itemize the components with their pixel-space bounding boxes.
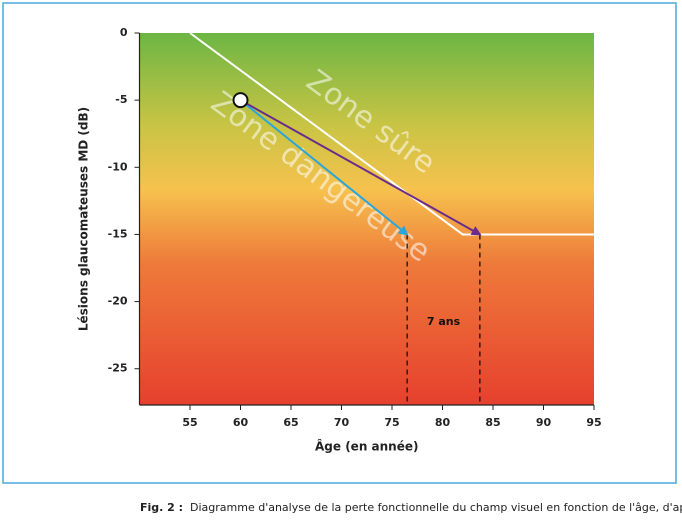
x-tick-label: 70 [334,416,350,429]
trend-arrow [239,99,409,236]
limit-line [189,32,594,236]
plot-background [139,33,594,405]
y-tick-label: -25 [108,362,128,375]
y-tick-label: -10 [108,160,128,173]
y-tick-label: -5 [115,93,127,106]
y-tick-label: 0 [120,26,128,39]
x-tick-label: 95 [586,416,601,429]
frame [2,2,677,484]
caption: Diagramme d'analyse de la perte fonction… [190,501,682,514]
start-point [232,92,249,109]
x-tick-label: 75 [384,416,399,429]
interval-label: 7 ans [427,315,461,328]
x-tick-label: 60 [233,416,249,429]
x-tick-label: 90 [536,416,552,429]
x-tick-label: 55 [182,416,197,429]
y-axis-label: Lésions glaucomateuses MD (dB) [77,107,91,331]
trend-arrow [240,99,482,236]
y-tick-label: -20 [108,295,128,308]
caption-label: Fig. 2 : [140,501,183,514]
x-tick-label: 65 [283,416,298,429]
y-tick-label: -15 [108,227,128,240]
x-tick-label: 80 [435,416,451,429]
x-tick-label: 85 [485,416,500,429]
x-axis-label: Âge (en année) [315,439,418,454]
